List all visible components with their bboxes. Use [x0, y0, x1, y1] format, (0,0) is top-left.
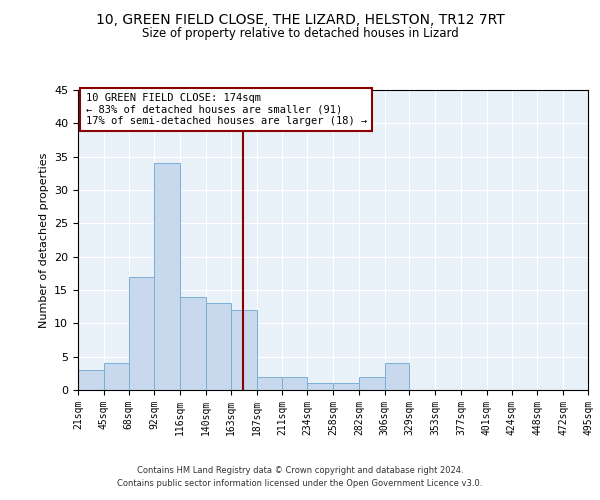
Bar — [180, 296, 206, 390]
Bar — [78, 370, 104, 390]
Text: Contains HM Land Registry data © Crown copyright and database right 2024.
Contai: Contains HM Land Registry data © Crown c… — [118, 466, 482, 487]
Y-axis label: Number of detached properties: Number of detached properties — [38, 152, 49, 328]
Bar — [359, 376, 385, 390]
Bar — [104, 364, 128, 390]
Text: Size of property relative to detached houses in Lizard: Size of property relative to detached ho… — [142, 28, 458, 40]
Bar — [154, 164, 180, 390]
Bar — [283, 376, 307, 390]
Text: 10 GREEN FIELD CLOSE: 174sqm
← 83% of detached houses are smaller (91)
17% of se: 10 GREEN FIELD CLOSE: 174sqm ← 83% of de… — [86, 93, 367, 126]
Bar — [257, 376, 283, 390]
Bar — [206, 304, 231, 390]
Text: 10, GREEN FIELD CLOSE, THE LIZARD, HELSTON, TR12 7RT: 10, GREEN FIELD CLOSE, THE LIZARD, HELST… — [95, 12, 505, 26]
Bar — [333, 384, 359, 390]
Bar — [307, 384, 333, 390]
Bar — [231, 310, 257, 390]
Bar — [128, 276, 154, 390]
Bar — [385, 364, 409, 390]
